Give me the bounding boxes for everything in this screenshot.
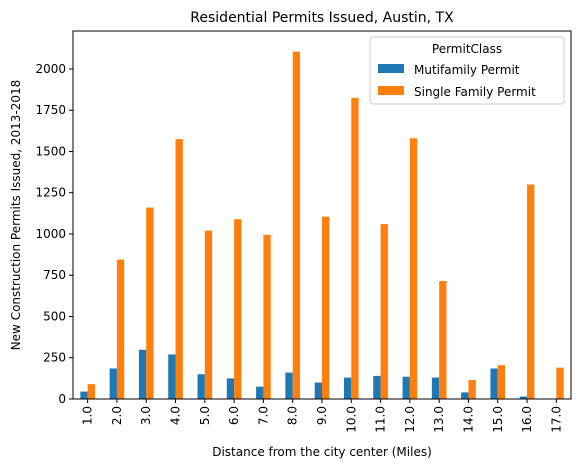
- x-axis-ticks: 1.0 2.0 3.0 4.0 5.0 6.0 7.0 8.0 9.0 10.0 11.0 12.0 1…: [81, 399, 563, 433]
- bar-multifamily-14.0: [461, 392, 469, 399]
- legend-swatch-single-family: [378, 86, 404, 95]
- bar-multifamily-15.0: [490, 368, 498, 399]
- bar-multifamily-12.0: [402, 376, 410, 399]
- x-tick-label: 2.0: [110, 406, 124, 425]
- x-tick-label: 9.0: [315, 406, 329, 425]
- y-axis-ticks: 0 250 500 750 1000 1250 1500 1750 2000: [35, 62, 73, 406]
- bar-multifamily-7.0: [256, 386, 264, 399]
- y-tick-label: 0: [58, 392, 66, 406]
- x-tick-label: 15.0: [491, 406, 505, 433]
- bar-multifamily-10.0: [343, 377, 352, 399]
- y-tick-label: 1750: [35, 103, 66, 117]
- bar-multifamily-9.0: [314, 382, 322, 399]
- plot-frame: [72, 30, 572, 400]
- bar-single-family-15.0: [497, 365, 506, 399]
- bar-single-family-17.0: [556, 367, 564, 399]
- bar-single-family-1.0: [87, 384, 95, 399]
- legend-swatch-multifamily: [378, 64, 404, 73]
- y-tick-label: 750: [43, 268, 66, 282]
- x-tick-label: 4.0: [169, 406, 183, 425]
- bar-single-family-9.0: [322, 216, 330, 399]
- legend: PermitClass Mutifamily Permit Single Fam…: [369, 36, 565, 105]
- y-tick-label: 2000: [35, 62, 66, 76]
- x-tick-label: 5.0: [198, 406, 212, 425]
- x-tick-label: 6.0: [227, 406, 241, 425]
- y-tick-label: 500: [43, 309, 66, 323]
- legend-label-multifamily: Mutifamily Permit: [414, 63, 520, 77]
- x-tick-label: 10.0: [344, 406, 358, 433]
- bar-single-family-2.0: [116, 259, 125, 399]
- x-tick-label: 16.0: [520, 406, 534, 433]
- legend-label-single-family: Single Family Permit: [414, 85, 536, 99]
- y-tick-label: 1000: [35, 227, 66, 241]
- bar-multifamily-8.0: [285, 372, 293, 399]
- legend-title: PermitClass: [432, 42, 502, 56]
- x-tick-label: 17.0: [549, 406, 563, 433]
- x-tick-label: 8.0: [286, 406, 300, 425]
- x-tick-label: 3.0: [139, 406, 153, 425]
- plot-area: 0 250 500 750 1000 1250 1500 1750 2000 1.0 2.0 3.0…: [35, 30, 572, 433]
- bar-single-family-16.0: [527, 184, 535, 399]
- x-tick-label: 13.0: [432, 406, 446, 433]
- bar-multifamily-4.0: [168, 354, 176, 399]
- bar-multifamily-6.0: [226, 378, 235, 399]
- bar-multifamily-13.0: [431, 377, 440, 399]
- bar-single-family-3.0: [146, 207, 154, 399]
- bar-single-family-6.0: [234, 219, 242, 399]
- bar-single-family-4.0: [175, 139, 183, 399]
- y-tick-label: 250: [43, 351, 66, 365]
- bar-single-family-12.0: [409, 138, 418, 399]
- x-tick-label: 14.0: [461, 406, 475, 433]
- bar-multifamily-1.0: [80, 391, 88, 399]
- bar-single-family-5.0: [204, 230, 213, 399]
- y-tick-label: 1500: [35, 144, 66, 158]
- x-axis-title: Distance from the city center (Miles): [212, 445, 432, 459]
- x-tick-label: 1.0: [81, 406, 95, 425]
- bar-single-family-11.0: [380, 224, 388, 399]
- x-tick-label: 12.0: [403, 406, 417, 433]
- bar-single-family-13.0: [439, 281, 447, 399]
- bar-single-family-14.0: [468, 380, 476, 399]
- x-tick-label: 7.0: [256, 406, 270, 425]
- bar-single-family-8.0: [292, 51, 301, 399]
- bar-multifamily-11.0: [373, 375, 381, 399]
- legend-box: [369, 36, 565, 105]
- bar-multifamily-2.0: [109, 368, 117, 399]
- y-tick-label: 1250: [35, 186, 66, 200]
- y-axis-title: New Construction Permits Issued, 2013-20…: [9, 80, 23, 351]
- chart-title: Residential Permits Issued, Austin, TX: [190, 10, 454, 26]
- bars-group: [80, 51, 564, 399]
- x-tick-label: 11.0: [374, 406, 388, 433]
- bar-multifamily-3.0: [138, 349, 147, 399]
- bar-multifamily-16.0: [519, 396, 528, 399]
- bar-single-family-10.0: [351, 97, 359, 399]
- bar-single-family-7.0: [263, 234, 271, 399]
- bar-multifamily-5.0: [197, 374, 205, 399]
